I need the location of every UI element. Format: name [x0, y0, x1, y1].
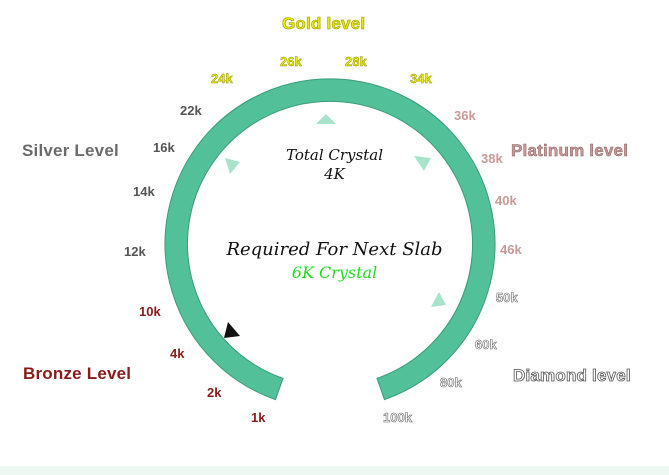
tick-label: 24k [211, 72, 233, 85]
tick-label: 14k [133, 185, 155, 198]
gold-level-label: Gold level [282, 15, 365, 32]
tick-label: 1k [251, 411, 265, 424]
tick-label: 50k [496, 291, 518, 304]
tick-label: 100k [383, 411, 412, 424]
tick-label: 80k [440, 376, 462, 389]
marker-top-icon [316, 114, 336, 124]
current-position-pointer-icon [224, 322, 240, 338]
tick-label: 2k [207, 386, 221, 399]
tick-label: 36k [454, 109, 476, 122]
total-crystal-value: 4K [0, 165, 669, 183]
tick-label: 26k [280, 55, 302, 68]
tick-label: 28k [345, 55, 367, 68]
required-crystal-value: 6K Crystal [0, 263, 669, 282]
total-crystal-label: Total Crystal [0, 146, 669, 164]
tick-label: 40k [495, 194, 517, 207]
bottom-strip [0, 466, 669, 475]
tick-label: 10k [139, 305, 161, 318]
tick-label: 34k [410, 72, 432, 85]
diamond-level-label: Diamond level [513, 367, 631, 384]
tick-label: 22k [180, 104, 202, 117]
required-next-slab-label: Required For Next Slab [0, 239, 669, 260]
tick-label: 60k [475, 338, 497, 351]
marker-lower-right-icon [431, 292, 446, 307]
tick-label: 4k [170, 347, 184, 360]
bronze-level-label: Bronze Level [23, 365, 131, 382]
